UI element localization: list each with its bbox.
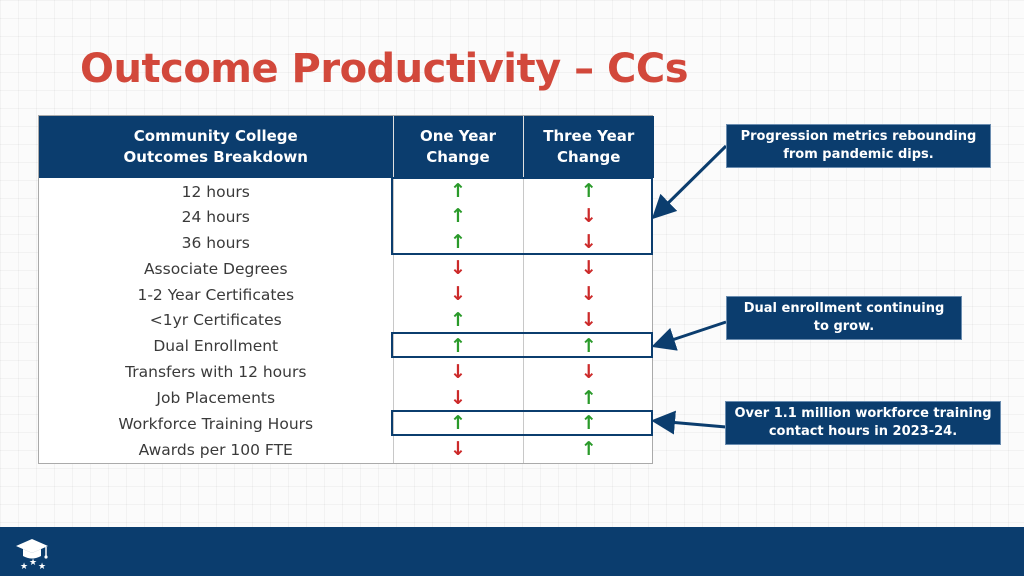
header-one-year: One Year Change [393,116,524,178]
one-year-change-cell: ↑ [393,411,524,437]
header-outcomes: Community College Outcomes Breakdown [39,116,394,178]
svg-text:★: ★ [29,558,37,568]
callout-text: Over 1.1 million workforce training conta… [734,406,992,439]
three-year-change-cell: ↓ [523,282,654,308]
arrow-up-icon: ↑ [580,386,597,409]
callout-text: Progression metrics rebounding from pande… [740,129,977,162]
outcomes-table: Community College Outcomes Breakdown One … [38,115,654,464]
one-year-change-cell: ↓ [393,436,524,463]
table-row: 12 hours ↑ ↑ [39,178,654,204]
three-year-change-cell: ↑ [523,411,654,437]
callout-workforce: Over 1.1 million workforce training conta… [725,401,1001,445]
outcome-label: Associate Degrees [39,255,394,282]
arrow-down-icon: ↓ [580,257,597,280]
svg-text:★: ★ [38,562,46,572]
arrow-up-icon: ↑ [450,412,466,435]
one-year-change-cell: ↑ [393,203,524,230]
outcome-label: 1-2 Year Certificates [39,281,394,308]
three-year-change-cell: ↓ [523,204,654,230]
three-year-change-cell: ↓ [523,359,654,385]
outcome-label: Dual Enrollment [39,333,394,360]
one-year-change-cell: ↑ [393,333,524,360]
outcome-label: 24 hours [39,203,394,230]
outcome-label: Awards per 100 FTE [39,436,394,463]
table-row: Dual Enrollment ↑ ↑ [39,333,654,360]
three-year-change-cell: ↓ [523,307,654,333]
footer-bar [0,527,1024,576]
one-year-change-cell: ↓ [393,359,524,386]
one-year-change-cell: ↓ [393,255,524,282]
slide-title: Outcome Productivity – CCs [80,46,689,92]
arrow-up-icon: ↑ [580,180,597,203]
arrow-up-icon: ↑ [450,334,466,357]
table-row: Job Placements ↓ ↑ [39,385,654,412]
table-row: Associate Degrees ↓ ↓ [39,255,654,282]
outcome-label: Job Placements [39,385,394,412]
outcome-label: 12 hours [39,178,394,204]
arrow-up-icon: ↑ [450,308,466,331]
table-row: Workforce Training Hours ↑ ↑ [39,411,654,437]
pointer-arrow-workforce [651,410,727,435]
table-row: Awards per 100 FTE ↓ ↑ [39,436,654,463]
three-year-change-cell: ↑ [523,333,654,359]
arrow-down-icon: ↓ [450,360,466,383]
outcome-label: Workforce Training Hours [39,411,394,437]
outcome-label: Transfers with 12 hours [39,359,394,386]
callout-dual-enrollment: Dual enrollment continuing to grow. [726,296,962,340]
arrow-up-icon: ↑ [580,438,597,461]
one-year-change-cell: ↑ [393,229,524,256]
arrow-up-icon: ↑ [450,180,466,203]
three-year-change-cell: ↑ [523,178,654,204]
arrow-down-icon: ↓ [580,231,597,254]
arrow-down-icon: ↓ [450,386,466,409]
one-year-change-cell: ↑ [393,307,524,334]
arrow-up-icon: ↑ [580,412,597,435]
one-year-change-cell: ↑ [393,178,524,204]
arrow-down-icon: ↓ [580,360,597,383]
arrow-down-icon: ↓ [580,205,597,228]
three-year-change-cell: ↓ [523,230,654,256]
callout-text: Dual enrollment continuing to grow. [743,301,945,334]
arrow-up-icon: ↑ [450,205,466,228]
graduation-cap-stars-icon: ★ ★ ★ [16,539,48,572]
table-row: Transfers with 12 hours ↓ ↓ [39,359,654,386]
three-year-change-cell: ↑ [523,385,654,411]
arrow-down-icon: ↓ [450,438,466,461]
table-body: 12 hours ↑ ↑ 24 hours ↑ ↓ 36 hours ↑ ↓ Associate … [39,178,654,463]
outcome-label: <1yr Certificates [39,307,394,334]
arrow-up-icon: ↑ [580,334,597,357]
pointer-arrow-progression [651,144,728,220]
arrow-down-icon: ↓ [580,308,597,331]
outcome-label: 36 hours [39,229,394,256]
table-row: <1yr Certificates ↑ ↓ [39,307,654,334]
one-year-change-cell: ↓ [393,281,524,308]
table-row: 36 hours ↑ ↓ [39,229,654,256]
svg-text:★: ★ [20,562,28,572]
table-row: 24 hours ↑ ↓ [39,203,654,230]
three-year-change-cell: ↑ [523,437,654,463]
three-year-change-cell: ↓ [523,256,654,282]
header-three-year: Three Year Change [523,116,654,178]
arrow-down-icon: ↓ [580,283,597,305]
one-year-change-cell: ↓ [393,385,524,412]
table-header-row: Community College Outcomes Breakdown One … [39,116,654,178]
arrow-up-icon: ↑ [450,231,466,254]
callout-progression: Progression metrics rebounding from pande… [726,124,991,168]
arrow-down-icon: ↓ [450,283,466,305]
table-row: 1-2 Year Certificates ↓ ↓ [39,281,654,308]
pointer-arrow-dual [651,320,727,351]
arrow-down-icon: ↓ [450,257,466,280]
